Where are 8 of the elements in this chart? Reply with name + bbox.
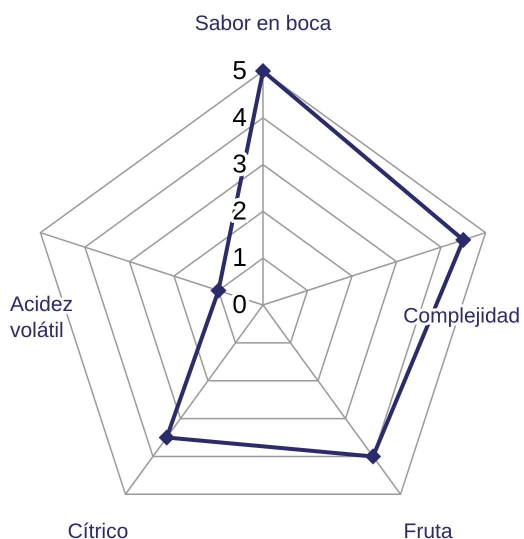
spoke-label: Cítrico: [68, 520, 128, 539]
spoke-label: Sabor en boca: [194, 12, 332, 36]
y-tick-label: 0: [232, 289, 247, 319]
y-tick-label: 1: [232, 242, 247, 272]
y-tick-label: 5: [232, 55, 247, 85]
y-tick-label: 4: [232, 102, 247, 132]
spoke-label: Acidez volátil: [10, 293, 74, 342]
spoke-label: Fruta: [404, 520, 453, 539]
